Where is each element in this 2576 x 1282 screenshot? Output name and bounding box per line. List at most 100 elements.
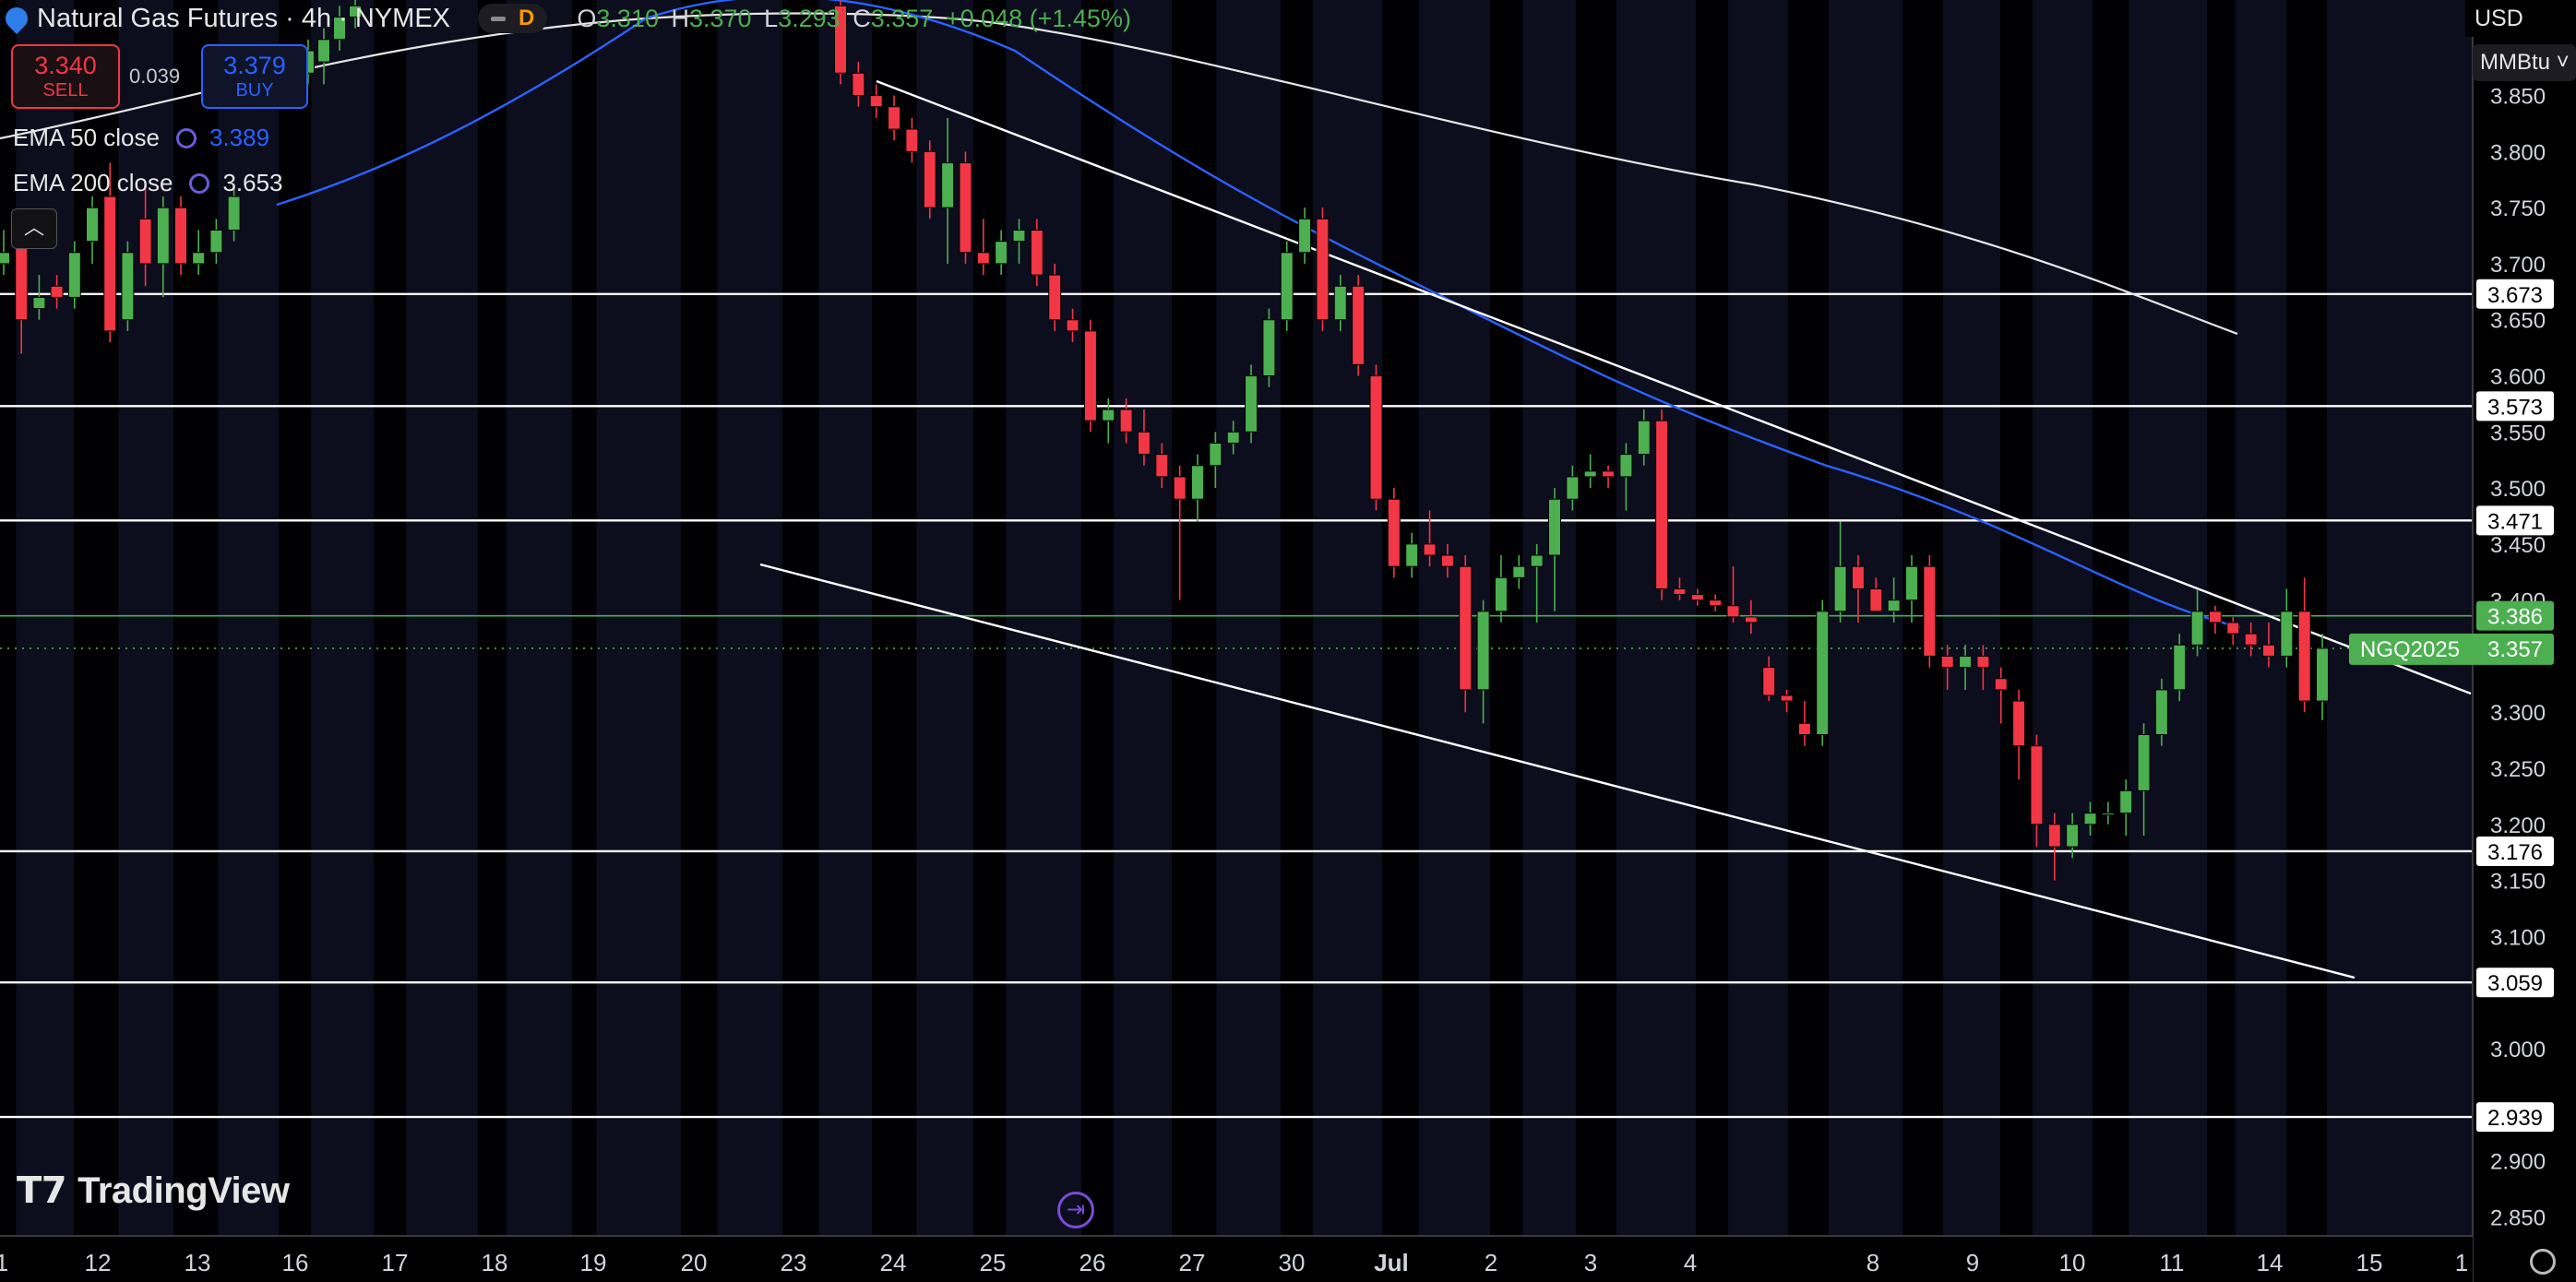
session-break — [374, 0, 407, 1236]
candle-body — [67, 252, 81, 298]
candle-down — [869, 84, 883, 118]
candle-down — [959, 151, 972, 264]
candle-body — [174, 207, 187, 265]
candle-body — [1209, 442, 1222, 467]
candle-up — [2066, 813, 2080, 859]
level-price-label: 3.059 — [2487, 971, 2543, 996]
session-pill[interactable]: D — [478, 4, 548, 33]
candle-down — [174, 196, 187, 276]
candle-up — [1226, 421, 1240, 455]
candle-down — [2208, 605, 2222, 635]
candle-up — [2137, 723, 2151, 836]
ema-lines — [0, 0, 2241, 629]
candle-body — [1726, 605, 1740, 618]
session-break — [1382, 0, 1419, 1236]
candle-body — [15, 241, 29, 321]
y-tick-label: 3.800 — [2490, 140, 2546, 165]
y-tick-label: 3.200 — [2490, 813, 2546, 838]
y-tick-label: 2.900 — [2490, 1150, 2546, 1175]
x-tick-label: 25 — [980, 1249, 1007, 1276]
candle-up — [1494, 555, 1508, 623]
candle-up — [2190, 588, 2204, 657]
trendlines[interactable] — [759, 79, 2472, 979]
candle-up — [1530, 543, 1544, 623]
high-key: H — [671, 4, 689, 32]
settings-icon[interactable] — [2530, 1249, 2556, 1275]
candle-down — [1655, 409, 1669, 600]
candle-body — [0, 252, 10, 265]
x-tick-label: 4 — [1684, 1249, 1697, 1276]
candle-body — [2316, 647, 2330, 702]
candle-body — [1155, 454, 1169, 478]
candle-down — [1173, 465, 1187, 600]
gas-drop-icon — [1, 3, 32, 34]
candle-body — [1280, 252, 1294, 321]
tradingview-logo[interactable]: 𝗧𝟳 TradingView — [17, 1169, 290, 1212]
ema200-value: 3.653 — [222, 169, 283, 196]
candle-body — [121, 252, 135, 321]
candle-up — [1262, 308, 1276, 387]
candle-up — [2101, 801, 2115, 825]
candle-body — [905, 128, 919, 152]
candle-up — [67, 241, 81, 309]
minus-icon — [491, 16, 507, 21]
buy-price: 3.379 — [223, 52, 286, 79]
candle-down — [1976, 645, 1990, 690]
indicator-ema200[interactable]: EMA 200 close 3.653 — [13, 169, 283, 197]
plot-background — [0, 0, 2473, 1236]
candle-down — [2030, 734, 2044, 848]
candle-down — [1048, 263, 1062, 331]
x-tick-label: 12 — [85, 1249, 112, 1276]
candle-body — [1512, 565, 1526, 578]
candle-down — [1851, 555, 1865, 623]
candle-up — [1548, 488, 1561, 611]
candle-up — [1512, 555, 1526, 589]
candle-up — [333, 6, 346, 51]
candle-body — [888, 106, 901, 130]
candle-up — [2154, 678, 2168, 746]
candle-down — [1066, 308, 1079, 343]
candle-down — [905, 117, 919, 163]
candle-up — [2173, 634, 2187, 702]
x-tick-label: 20 — [681, 1249, 708, 1276]
candle-body — [1976, 655, 1990, 669]
sell-button[interactable]: 3.340 SELL — [11, 44, 120, 109]
session-break — [1172, 0, 1217, 1236]
candle-up — [121, 241, 135, 331]
replay-button[interactable]: ⇥ — [1057, 1192, 1094, 1229]
ema-price-label: 3.386 — [2487, 605, 2543, 630]
candle-body — [192, 252, 206, 265]
candle-body — [1369, 375, 1383, 500]
collapse-legend-button[interactable]: ︿ — [11, 208, 57, 249]
y-tick-label: 2.850 — [2490, 1205, 2546, 1230]
candle-body — [1851, 565, 1865, 589]
time-axis[interactable]: 1 12 13 16 17 18 19 20 23 24 25 26 27 30 Jul 2 3 4 8 9 10 11 1… — [0, 1235, 2473, 1282]
session-break — [872, 0, 917, 1236]
buy-button[interactable]: 3.379 BUY — [201, 44, 308, 109]
level-price-label: 3.673 — [2487, 283, 2543, 308]
candle-body — [1744, 616, 1758, 623]
candle-down — [1387, 488, 1401, 578]
y-tick-label: 3.150 — [2490, 870, 2546, 895]
unit-selector[interactable]: MMBtu ˅ — [2473, 44, 2576, 81]
candle-down — [1869, 577, 1883, 612]
ema200-label: EMA 200 close — [13, 169, 173, 196]
indicator-ema50[interactable]: EMA 50 close 3.389 — [13, 124, 269, 152]
x-tick-label: 2 — [1485, 1249, 1497, 1276]
currency-label: USD — [2475, 6, 2523, 31]
currency-selector[interactable]: USD — [2465, 0, 2567, 37]
candle-up — [0, 230, 10, 276]
candle-down — [976, 219, 990, 276]
symbol-title[interactable]: Natural Gas Futures · 4h · NYMEX — [37, 3, 451, 33]
brand-name: TradingView — [78, 1169, 290, 1211]
horizontal-levels[interactable] — [0, 292, 2473, 1119]
low-value: 3.293 — [778, 4, 841, 32]
candle-up — [192, 230, 206, 276]
candle-down — [888, 95, 901, 141]
session-break — [2000, 0, 2033, 1236]
symbol-legend[interactable]: Natural Gas Futures · 4h · NYMEX D O3.31… — [1, 0, 1137, 37]
candle-up — [1637, 409, 1651, 466]
x-tick-label: 24 — [880, 1249, 907, 1276]
y-tick-label: 3.750 — [2490, 196, 2546, 221]
